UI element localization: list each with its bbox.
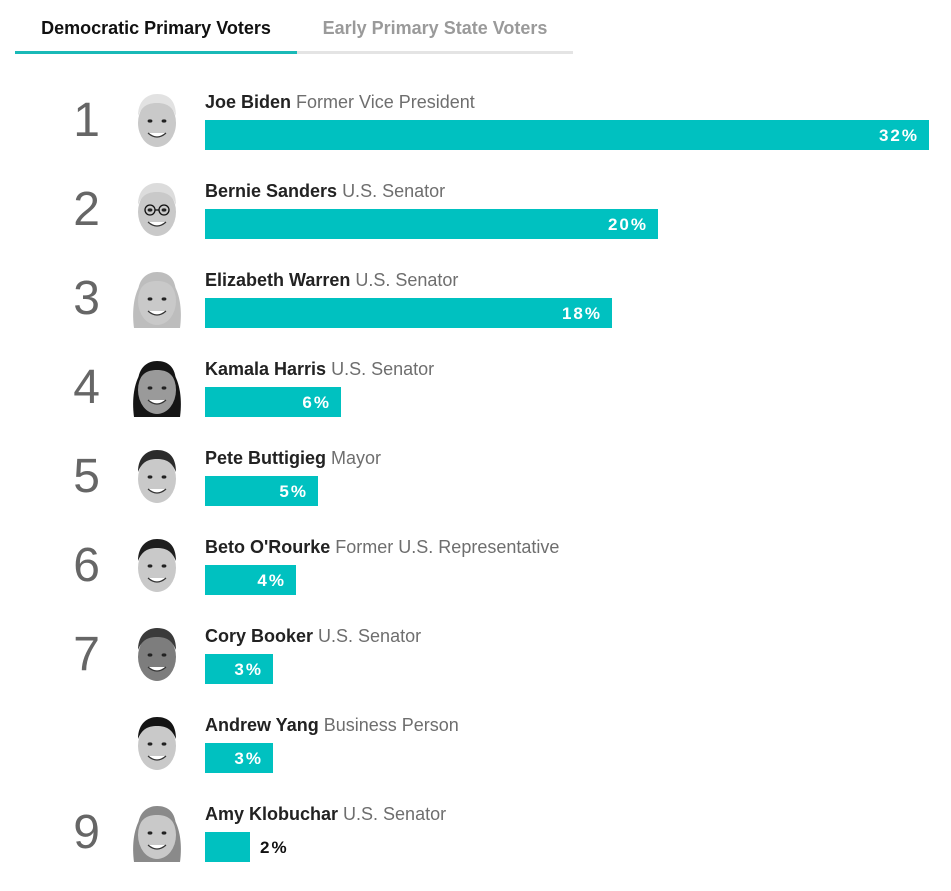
bar-elizabeth-warren <box>205 298 612 328</box>
candidate-row: 9 Amy Klobuchar U.S. Senator 2% <box>0 802 951 891</box>
bar-pete-buttigieg <box>205 476 318 506</box>
candidate-name-line: Beto O'Rourke Former U.S. Representative <box>205 535 559 559</box>
candidate-title: Former U.S. Representative <box>335 537 560 557</box>
bar-kamala-harris <box>205 387 341 417</box>
candidate-name: Bernie Sanders <box>205 181 338 201</box>
candidate-row: 1 Joe Biden Former Vice President 32% <box>0 90 951 179</box>
pete-buttigieg-portrait <box>126 446 188 508</box>
elizabeth-warren-portrait <box>126 268 188 330</box>
rank-number: 4 <box>73 361 100 414</box>
tab-early-primary-state-voters[interactable]: Early Primary State Voters <box>322 18 548 38</box>
candidate-row: 4 Kamala Harris U.S. Senator 6% <box>0 357 951 446</box>
candidate-row: 5 Pete Buttigieg Mayor 5% <box>0 446 951 535</box>
rank-number: 7 <box>73 628 100 681</box>
candidate-row: 2 Bernie Sanders U.S. Senator 20% <box>0 179 951 268</box>
candidate-name-line: Bernie Sanders U.S. Senator <box>205 179 445 203</box>
rank-number: 1 <box>73 94 100 147</box>
candidate-name-line: Pete Buttigieg Mayor <box>205 446 381 470</box>
beto-orourke-portrait <box>126 535 188 597</box>
bernie-sanders-portrait <box>126 179 188 241</box>
rank-number: 3 <box>73 272 100 325</box>
bar-value-label: 6% <box>302 393 331 412</box>
candidate-name: Cory Booker <box>205 626 314 646</box>
candidate-name: Joe Biden <box>205 92 292 112</box>
bar-amy-klobuchar <box>205 832 250 862</box>
candidate-name: Kamala Harris <box>205 359 327 379</box>
candidate-title: Business Person <box>323 715 459 735</box>
rank-number: 5 <box>73 450 100 503</box>
candidate-title: Former Vice President <box>296 92 475 112</box>
bar-value-label: 2% <box>260 838 289 857</box>
bar-value-label: 32% <box>878 126 919 145</box>
candidate-row: 6 Beto O'Rourke Former U.S. Representative… <box>0 535 951 624</box>
bar-value-label: 20% <box>607 215 648 234</box>
tab-bar: Democratic Primary Voters Early Primary … <box>15 0 573 54</box>
candidate-title: U.S. Senator <box>355 270 459 290</box>
candidate-name-line: Kamala Harris U.S. Senator <box>205 357 434 381</box>
tab-democratic-primary-voters[interactable]: Democratic Primary Voters <box>41 18 271 38</box>
amy-klobuchar-portrait <box>126 802 188 864</box>
candidate-title: Mayor <box>331 448 382 468</box>
candidate-name: Andrew Yang <box>205 715 319 735</box>
joe-biden-portrait <box>126 90 188 152</box>
bar-value-label: 3% <box>234 749 263 768</box>
candidate-title: U.S. Senator <box>331 359 435 379</box>
candidate-title: U.S. Senator <box>318 626 422 646</box>
candidate-name-line: Andrew Yang Business Person <box>205 713 459 737</box>
bar-bernie-sanders <box>205 209 658 239</box>
candidate-title: U.S. Senator <box>342 181 446 201</box>
candidate-name: Pete Buttigieg <box>205 448 327 468</box>
bar-andrew-yang <box>205 743 273 773</box>
candidate-name: Amy Klobuchar <box>205 804 339 824</box>
candidate-row: 3 Elizabeth Warren U.S. Senator 18% <box>0 268 951 357</box>
bar-joe-biden <box>205 120 929 150</box>
candidate-name: Elizabeth Warren <box>205 270 351 290</box>
bar-value-label: 4% <box>257 571 286 590</box>
candidate-name-line: Joe Biden Former Vice President <box>205 90 475 114</box>
andrew-yang-portrait <box>126 713 188 775</box>
candidate-title: U.S. Senator <box>343 804 447 824</box>
bar-value-label: 5% <box>279 482 308 501</box>
active-tab-indicator <box>15 51 297 54</box>
cory-booker-portrait <box>126 624 188 686</box>
rank-number: 9 <box>73 806 100 859</box>
rank-number: 6 <box>73 539 100 592</box>
bar-value-label: 3% <box>234 660 263 679</box>
bar-beto-o-rourke <box>205 565 296 595</box>
bar-cory-booker <box>205 654 273 684</box>
candidate-row: Andrew Yang Business Person 3% <box>0 713 951 802</box>
candidate-name-line: Elizabeth Warren U.S. Senator <box>205 268 458 292</box>
bar-value-label: 18% <box>561 304 602 323</box>
candidate-name-line: Amy Klobuchar U.S. Senator <box>205 802 446 826</box>
candidate-name-line: Cory Booker U.S. Senator <box>205 624 421 648</box>
rank-number: 2 <box>73 183 100 236</box>
kamala-harris-portrait <box>126 357 188 419</box>
candidate-row: 7 Cory Booker U.S. Senator 3% <box>0 624 951 713</box>
candidate-name: Beto O'Rourke <box>205 537 331 557</box>
